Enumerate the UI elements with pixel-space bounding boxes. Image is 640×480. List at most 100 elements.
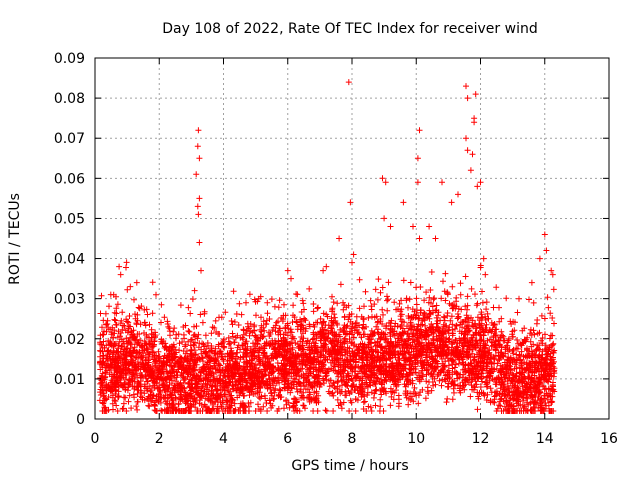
data-point (402, 383, 409, 390)
data-point (409, 360, 416, 367)
data-point (306, 366, 313, 373)
data-point (165, 385, 172, 392)
data-point (520, 390, 527, 396)
data-point (453, 294, 460, 301)
data-point (478, 336, 485, 343)
data-point (365, 403, 372, 410)
data-point (141, 338, 148, 345)
data-point (211, 325, 218, 331)
data-point (368, 408, 375, 414)
data-point (227, 340, 234, 347)
data-point (527, 326, 534, 333)
data-point (477, 264, 484, 271)
data-point (416, 340, 423, 347)
data-point (134, 398, 141, 405)
data-point (348, 399, 355, 406)
data-point (481, 353, 488, 360)
data-point (247, 383, 254, 390)
data-point (279, 345, 286, 352)
data-point (478, 311, 485, 318)
data-point (270, 368, 277, 375)
data-point (332, 355, 339, 362)
data-point (406, 296, 413, 303)
data-point (340, 328, 347, 335)
data-point (434, 318, 441, 324)
data-point (428, 348, 435, 355)
data-point (202, 403, 209, 410)
data-point (483, 299, 490, 306)
data-point (403, 394, 410, 401)
data-point (284, 342, 291, 349)
data-point (245, 372, 252, 379)
data-point (389, 389, 396, 395)
data-point (139, 356, 146, 363)
data-point (320, 319, 326, 326)
data-point (137, 383, 144, 389)
data-point (484, 391, 491, 398)
data-point (515, 385, 522, 392)
data-point (383, 343, 389, 350)
data-point (492, 326, 499, 333)
data-point (233, 353, 239, 360)
data-point (319, 361, 325, 368)
data-point (174, 382, 181, 389)
data-point (334, 396, 341, 403)
data-point (428, 387, 435, 394)
data-point (154, 373, 160, 380)
data-point (178, 365, 185, 372)
data-point (280, 368, 286, 375)
data-point (230, 408, 237, 414)
data-point (348, 376, 355, 383)
data-point (495, 402, 502, 409)
data-point (467, 360, 474, 367)
data-point (320, 329, 327, 336)
data-point (328, 324, 335, 331)
data-point (424, 384, 431, 391)
data-point (228, 318, 235, 324)
data-point (206, 408, 213, 414)
data-point (404, 330, 411, 337)
data-point (235, 322, 242, 328)
data-point (128, 329, 135, 336)
data-point (396, 400, 402, 407)
data-point (412, 344, 418, 350)
data-point (531, 331, 538, 338)
data-point (476, 367, 482, 374)
data-point (192, 404, 199, 411)
data-point (173, 335, 179, 342)
data-point (161, 387, 168, 394)
data-point (105, 382, 112, 389)
data-point (343, 392, 350, 399)
data-point (103, 321, 110, 328)
data-point (312, 340, 319, 347)
data-point (220, 338, 227, 344)
data-point (378, 333, 385, 340)
data-point (353, 313, 360, 320)
data-point (241, 375, 248, 382)
data-point (300, 300, 307, 307)
data-point (544, 351, 551, 358)
data-point (317, 330, 324, 337)
data-point (527, 338, 534, 345)
data-point (433, 314, 440, 321)
data-point (546, 344, 553, 350)
data-point (299, 346, 306, 353)
data-point (262, 354, 269, 361)
data-point (384, 307, 391, 314)
data-point (269, 337, 276, 344)
data-point (195, 354, 202, 361)
data-point (454, 315, 461, 322)
data-point (123, 349, 130, 356)
data-point (325, 388, 332, 395)
data-point (301, 374, 308, 381)
data-point (338, 344, 345, 351)
data-point (100, 390, 106, 397)
data-point (161, 314, 168, 321)
data-point (367, 377, 374, 384)
data-point (185, 328, 192, 334)
data-point (511, 384, 518, 391)
data-point (257, 395, 264, 402)
data-point (111, 316, 118, 323)
data-point (305, 356, 312, 363)
data-point (163, 379, 170, 386)
